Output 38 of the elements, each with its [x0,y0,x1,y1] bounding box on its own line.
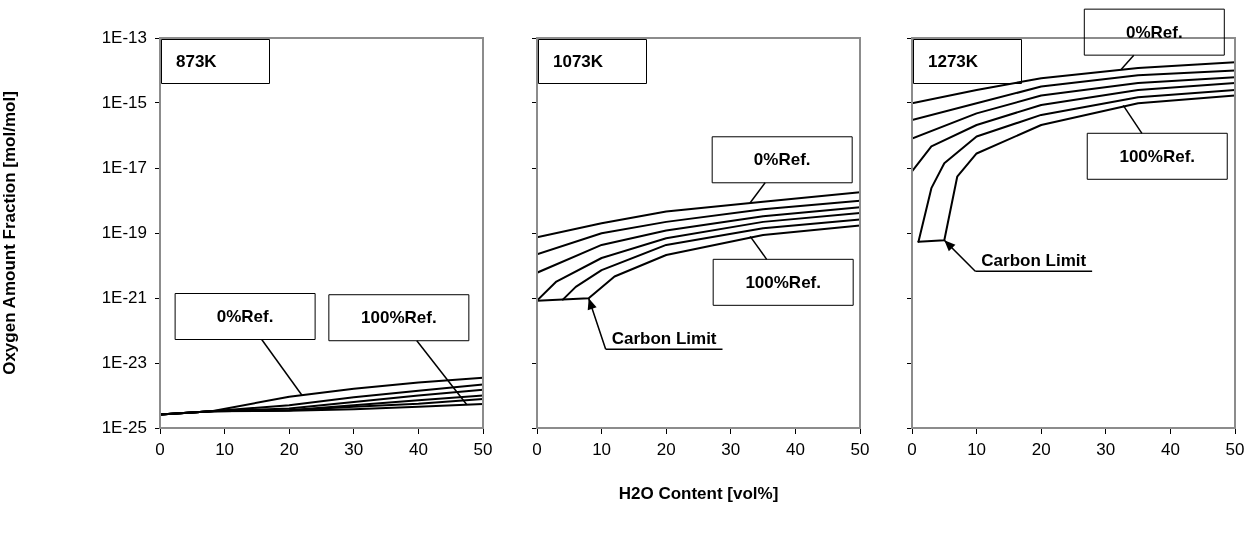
x-tick-label: 20 [1031,439,1051,459]
x-tick-label: 50 [473,439,493,459]
text: 1273K [928,51,979,71]
x-tick-label: 10 [967,439,987,459]
x-tick-label: 50 [850,439,870,459]
x-tick-label: 0 [907,439,917,459]
annotation: 0%Ref. [753,150,811,170]
y-tick-label: 1E-19 [101,222,147,242]
annotation: 100%Ref. [361,308,437,328]
annotation: 100%Ref. [1119,146,1196,166]
x-tick-label: 40 [785,439,805,459]
x-tick-label: 40 [1160,439,1180,459]
y-tick-label: 1E-25 [101,417,147,437]
text: 873K [176,51,218,71]
x-tick-label: 50 [1225,439,1245,459]
x-axis-title: H2O Content [vol%] [618,484,779,504]
x-tick-label: 0 [532,439,542,459]
x-tick-label: 30 [721,439,741,459]
annotation: 0%Ref. [1125,22,1183,42]
annotation: 0%Ref. [216,307,274,327]
y-tick-label: 1E-15 [101,92,147,112]
x-tick-label: 30 [344,439,364,459]
text: 1073K [553,51,604,71]
annotation: Carbon Limit [981,251,1087,271]
y-tick-label: 1E-17 [101,157,147,177]
x-tick-label: 20 [656,439,676,459]
y-axis-title: Oxygen Amount Fraction [mol/mol] [0,91,19,375]
annotation: 100%Ref. [745,273,821,293]
x-tick-label: 10 [215,439,235,459]
y-tick-label: 1E-21 [101,287,147,307]
y-tick-label: 1E-23 [101,352,147,372]
x-tick-label: 30 [1096,439,1116,459]
x-tick-label: 40 [408,439,428,459]
annotation: Carbon Limit [611,329,717,349]
x-tick-label: 20 [279,439,299,459]
x-tick-label: 0 [155,439,165,459]
y-tick-label: 1E-13 [101,27,147,47]
x-tick-label: 10 [592,439,612,459]
